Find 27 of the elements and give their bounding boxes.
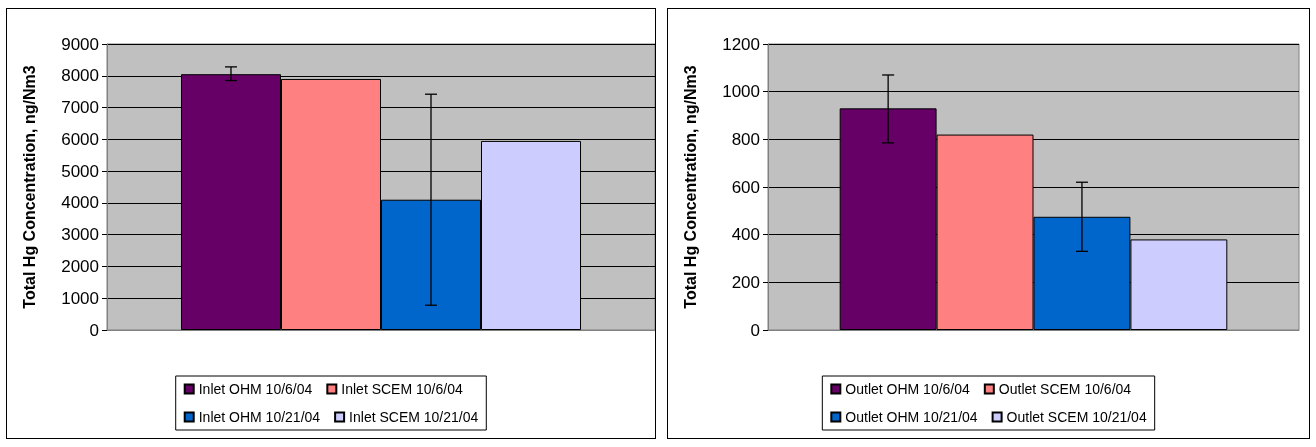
y-tick-label: 1000	[722, 82, 760, 102]
y-tick-label: 0	[750, 320, 760, 340]
legend-label: Inlet OHM 10/21/04	[198, 409, 321, 425]
y-tick-label: 6000	[61, 129, 99, 149]
y-tick-label: 3000	[61, 225, 99, 245]
legend-label: Outlet SCEM 10/21/04	[1006, 409, 1147, 425]
y-tick-label: 600	[731, 177, 760, 197]
y-tick-label: 1000	[61, 288, 99, 308]
y-tick-label: 1200	[722, 34, 760, 54]
y-axis-title: Total Hg Concentration, ng/Nm3	[20, 65, 38, 309]
y-tick-label: 5000	[61, 161, 99, 181]
legend-label: Inlet SCEM 10/6/04	[341, 381, 463, 397]
y-tick-label: 400	[731, 225, 760, 245]
y-tick-label: 9000	[61, 34, 99, 54]
legend-label: Inlet OHM 10/6/04	[198, 381, 313, 397]
y-tick-label: 0	[89, 320, 99, 340]
y-axis-title: Total Hg Concentration, ng/Nm3	[681, 65, 699, 309]
legend-label: Outlet OHM 10/6/04	[845, 381, 971, 397]
y-tick-label: 8000	[61, 66, 99, 86]
legend-label: Outlet SCEM 10/6/04	[998, 381, 1132, 397]
y-tick-label: 2000	[61, 256, 99, 276]
y-tick-label: 7000	[61, 98, 99, 118]
legend-label: Inlet SCEM 10/21/04	[349, 409, 479, 425]
y-tick-label: 200	[731, 272, 760, 292]
y-tick-label: 800	[731, 129, 760, 149]
legend-label: Outlet OHM 10/21/04	[845, 409, 978, 425]
y-tick-label: 4000	[61, 193, 99, 213]
